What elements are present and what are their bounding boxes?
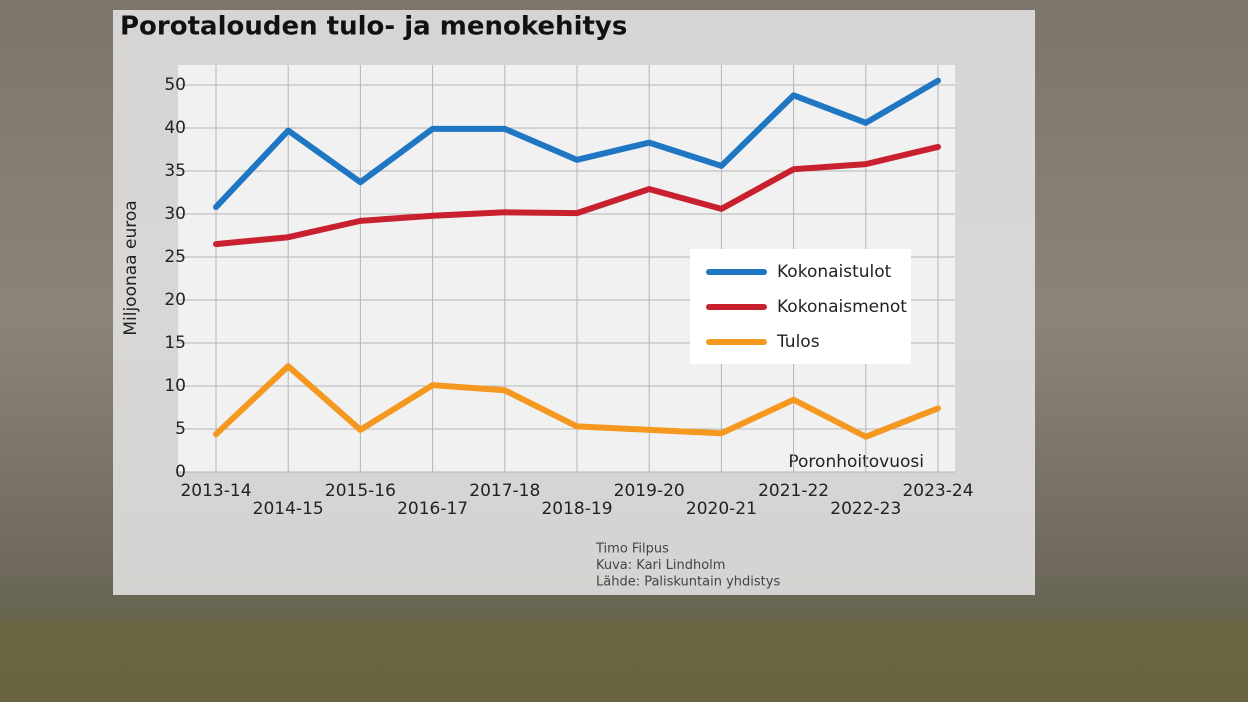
x-tick-label: 2020-21 [686, 499, 757, 519]
x-tick-label: 2014-15 [253, 499, 324, 519]
line-series [213, 363, 941, 440]
x-tick-label: 2017-18 [469, 481, 540, 501]
y-tick-label: 20 [164, 290, 186, 310]
legend-label: Kokonaistulot [777, 262, 892, 282]
y-tick-label: 50 [164, 75, 186, 95]
x-tick-label: 2022-23 [830, 499, 901, 519]
y-tick-label: 10 [164, 376, 186, 396]
x-axis-label: Poronhoitovuosi [788, 452, 924, 472]
x-tick-label: 2021-22 [758, 481, 829, 501]
line-series [213, 143, 941, 248]
line-series [213, 77, 941, 211]
credit: Lähde: Paliskuntain yhdistys [596, 575, 780, 590]
x-tick-label: 2018-19 [541, 499, 612, 519]
x-tick-label: 2023-24 [902, 481, 973, 501]
y-tick-label: 5 [175, 419, 186, 439]
x-tick-label: 2019-20 [614, 481, 685, 501]
chart-title: Porotalouden tulo- ja menokehitys [120, 12, 627, 42]
legend-label: Tulos [776, 332, 820, 352]
y-tick-label: 25 [164, 247, 186, 267]
x-tick-label: 2015-16 [325, 481, 396, 501]
marks: 0510152025303540502013-142014-152015-162… [164, 65, 974, 519]
y-tick-label: 15 [164, 333, 186, 353]
y-tick-label: 30 [164, 204, 186, 224]
credit: Kuva: Kari Lindholm [596, 558, 725, 573]
y-tick-label: 40 [164, 118, 186, 138]
credit: Timo Filpus [595, 542, 669, 557]
legend-label: Kokonaismenot [777, 297, 907, 317]
x-tick-label: 2016-17 [397, 499, 468, 519]
x-tick-label: 2013-14 [180, 481, 251, 501]
y-tick-label: 35 [164, 161, 186, 181]
y-axis-label: Miljoonaa euroa [121, 200, 141, 335]
ground [0, 620, 1248, 702]
y-tick-label: 0 [175, 462, 186, 482]
legend-entries: Kokonaistulot Kokonaismenot Tulos [706, 262, 907, 352]
